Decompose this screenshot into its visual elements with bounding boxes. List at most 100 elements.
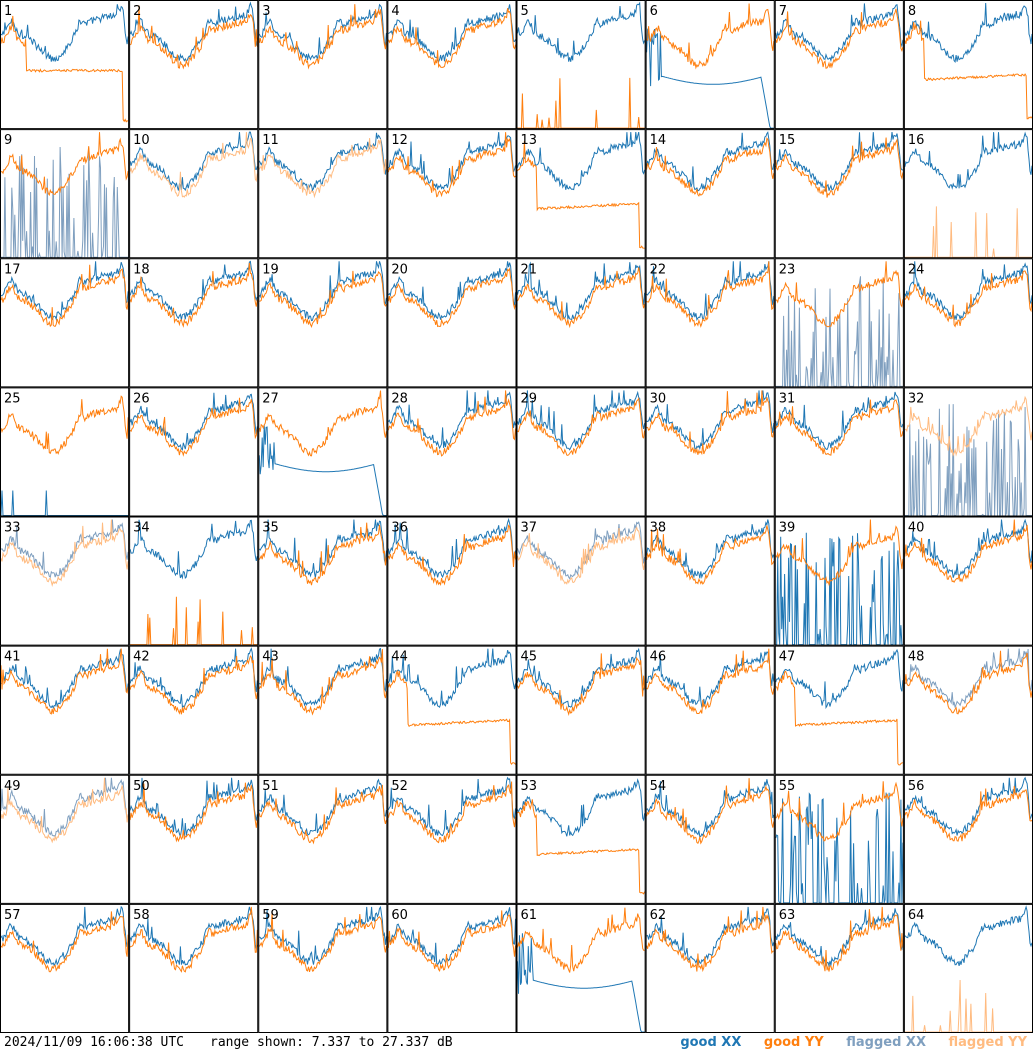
panel-14-yy-line (646, 137, 775, 197)
panel-50-xx-line (129, 777, 258, 837)
panel-29-frame (516, 387, 646, 517)
panel-31-yy-line (775, 399, 904, 456)
panel-5-xx-line (517, 1, 646, 62)
panel-29-xx-line (517, 390, 646, 451)
panel-4-xx-line (388, 4, 516, 63)
panel-39: 39 (774, 516, 904, 646)
panel-3: 3 (258, 0, 388, 130)
panel-34-yy-line (130, 596, 258, 646)
legend-flagged-yy: flagged YY (948, 1035, 1028, 1050)
panel-56-xx-line (904, 776, 1033, 836)
panel-53-yy-line (517, 799, 646, 895)
panel-11-frame (258, 129, 388, 259)
legend-flagged-xx: flagged XX (846, 1035, 926, 1050)
panel-49-label: 49 (4, 779, 21, 794)
panel-21-yy-line (517, 267, 646, 329)
panel-2: 2 (129, 0, 259, 130)
panel-30: 30 (645, 387, 775, 517)
panel-57-yy-line (0, 911, 129, 973)
panel-34-frame (129, 516, 259, 646)
panel-20-xx-line (388, 261, 516, 320)
panel-19-frame (258, 258, 388, 388)
panel-46-label: 46 (650, 650, 667, 665)
legend: good XX good YY flagged XX flagged YY (662, 1033, 1027, 1053)
panel-3-frame (258, 0, 388, 130)
panel-64-yy-line (904, 979, 1032, 1033)
panel-12-label: 12 (391, 133, 408, 148)
panel-17-frame (0, 258, 130, 388)
panel-36-label: 36 (391, 521, 408, 536)
panel-16-xx-line (904, 131, 1033, 190)
panel-28-label: 28 (391, 391, 408, 406)
panel-52: 52 (387, 774, 517, 904)
panel-52-yy-line (387, 781, 516, 844)
panel-10-frame (129, 129, 259, 259)
panel-28-xx-line (387, 390, 516, 450)
panel-31-label: 31 (779, 391, 796, 406)
panel-30-frame (645, 387, 775, 517)
panel-61: 61 (516, 903, 646, 1033)
panel-29-label: 29 (521, 391, 538, 406)
panel-60-frame (387, 903, 517, 1033)
panel-12: 12 (387, 129, 517, 259)
panel-57-xx-line (0, 905, 129, 967)
panel-50-frame (129, 774, 259, 904)
panel-5: 5 (516, 0, 646, 130)
panel-43-yy-line (258, 648, 387, 716)
panel-33-frame (0, 516, 130, 646)
panel-13-xx-line (517, 131, 646, 191)
panel-9-yy-line (0, 132, 129, 197)
panel-6-frame (645, 0, 775, 130)
panel-13: 13 (516, 129, 646, 259)
panel-61-yy-line (517, 907, 645, 973)
panel-27-label: 27 (262, 391, 279, 406)
panel-27-frame (258, 387, 388, 517)
panel-42-frame (129, 645, 259, 775)
panel-10-label: 10 (133, 133, 150, 148)
panel-2-yy-line (129, 5, 258, 70)
timestamp: 2024/11/09 16:06:38 UTC (4, 1035, 185, 1050)
panel-35-label: 35 (262, 521, 279, 536)
panel-53-xx-line (517, 778, 646, 837)
panel-62-frame (645, 903, 775, 1033)
panel-28: 28 (387, 387, 517, 517)
panel-36-yy-line (387, 524, 516, 587)
panel-17: 17 (0, 258, 130, 388)
panel-8-xx-line (904, 2, 1033, 63)
panel-59-frame (258, 903, 388, 1033)
panel-62: 62 (645, 903, 775, 1033)
panel-31-frame (774, 387, 904, 517)
panel-47: 47 (774, 645, 904, 775)
panel-30-yy-line (646, 390, 775, 456)
panel-39-xx-line (775, 532, 903, 646)
panel-53: 53 (516, 774, 646, 904)
panel-49: 49 (0, 774, 130, 904)
panel-14: 14 (645, 129, 775, 259)
panel-16: 16 (903, 129, 1033, 259)
panel-29: 29 (516, 387, 646, 517)
panel-23-xx-line (775, 276, 903, 387)
panel-26-yy-line (129, 397, 258, 457)
status-footer: 2024/11/09 16:06:38 UTC range shown: 7.3… (0, 1033, 1033, 1053)
panel-51-label: 51 (262, 779, 279, 794)
panel-55-label: 55 (779, 779, 796, 794)
panel-40: 40 (903, 516, 1033, 646)
panel-11-yy-line (258, 138, 387, 199)
panel-64-frame (903, 903, 1033, 1033)
panel-23-yy-line (775, 261, 904, 328)
panel-12-frame (387, 129, 517, 259)
panel-44-xx-line (387, 648, 516, 709)
panel-7-xx-line (775, 3, 904, 63)
panel-17-yy-line (0, 264, 129, 328)
panel-52-frame (387, 774, 517, 904)
panel-20-label: 20 (391, 262, 408, 277)
panel-24: 24 (903, 258, 1033, 388)
panel-9-label: 9 (4, 133, 12, 148)
panel-43-label: 43 (262, 650, 279, 665)
panel-10: 10 (129, 129, 259, 259)
panel-60-label: 60 (391, 908, 408, 923)
panel-28-frame (387, 387, 517, 517)
panel-42: 42 (129, 645, 259, 775)
panel-48-frame (903, 645, 1033, 775)
